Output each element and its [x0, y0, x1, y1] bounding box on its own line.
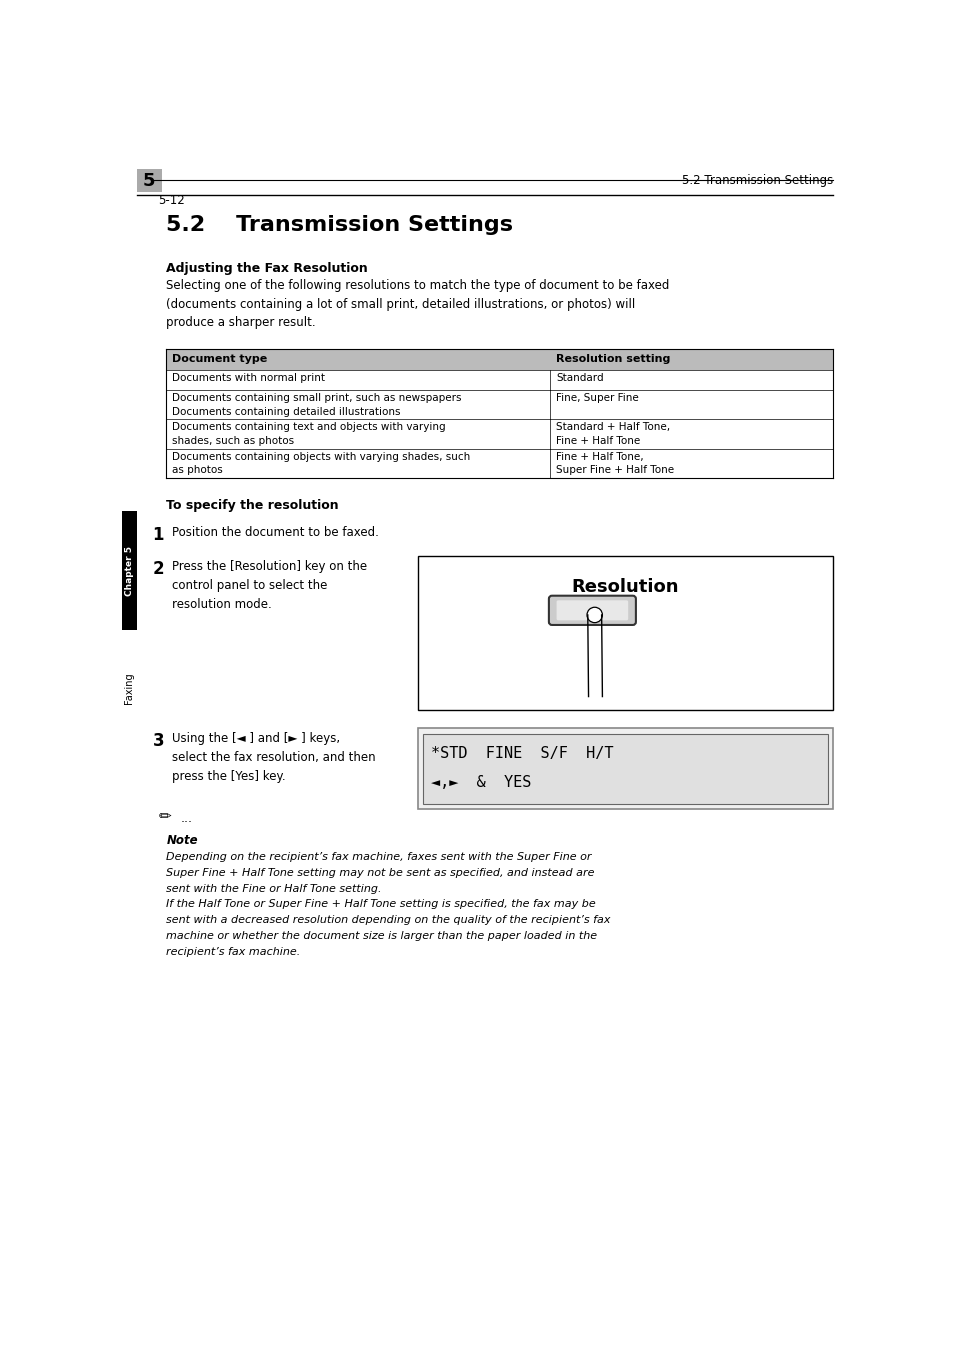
Text: Adjusting the Fax Resolution: Adjusting the Fax Resolution	[166, 262, 368, 276]
Text: Press the [Resolution] key on the
control panel to select the
resolution mode.: Press the [Resolution] key on the contro…	[172, 561, 367, 611]
Text: Resolution setting: Resolution setting	[556, 354, 670, 364]
Text: ◄,►  &  YES: ◄,► & YES	[431, 775, 531, 790]
Text: Super Fine + Half Tone setting may not be sent as specified, and instead are: Super Fine + Half Tone setting may not b…	[166, 868, 594, 877]
Text: ...: ...	[180, 812, 192, 826]
Bar	[417, 557, 832, 710]
Text: *STD  FINE  S/F  H/T: *STD FINE S/F H/T	[431, 746, 613, 760]
Bar	[423, 733, 827, 804]
Text: 5: 5	[143, 171, 155, 190]
Bar	[137, 170, 161, 193]
Text: Resolution: Resolution	[571, 579, 679, 596]
Text: Selecting one of the following resolutions to match the type of document to be f: Selecting one of the following resolutio…	[166, 280, 669, 329]
FancyBboxPatch shape	[548, 596, 636, 625]
Text: To specify the resolution: To specify the resolution	[166, 500, 338, 512]
Bar	[121, 511, 137, 630]
Bar	[166, 349, 832, 371]
Text: 2: 2	[152, 561, 164, 579]
Text: Document type: Document type	[172, 354, 268, 364]
Text: sent with the Fine or Half Tone setting.: sent with the Fine or Half Tone setting.	[166, 884, 381, 894]
Text: Standard: Standard	[556, 373, 603, 383]
Text: 1: 1	[152, 527, 164, 545]
Text: Position the document to be faxed.: Position the document to be faxed.	[172, 527, 379, 539]
Text: If the Half Tone or Super Fine + Half Tone setting is specified, the fax may be: If the Half Tone or Super Fine + Half To…	[166, 899, 596, 910]
Text: Documents containing objects with varying shades, such
as photos: Documents containing objects with varyin…	[172, 452, 470, 475]
Text: Faxing: Faxing	[124, 672, 134, 703]
Text: Documents containing text and objects with varying
shades, such as photos: Documents containing text and objects wi…	[172, 422, 446, 445]
Text: 5.2 Transmission Settings: 5.2 Transmission Settings	[681, 174, 832, 187]
Text: machine or whether the document size is larger than the paper loaded in the: machine or whether the document size is …	[166, 932, 597, 941]
Ellipse shape	[586, 607, 601, 623]
Bar	[121, 638, 137, 739]
Text: Fine + Half Tone,
Super Fine + Half Tone: Fine + Half Tone, Super Fine + Half Tone	[556, 452, 674, 475]
Text: Fine, Super Fine: Fine, Super Fine	[556, 394, 638, 403]
Text: Using the [◄ ] and [► ] keys,
select the fax resolution, and then
press the [Yes: Using the [◄ ] and [► ] keys, select the…	[172, 732, 375, 784]
Text: Note: Note	[166, 834, 197, 846]
Text: 5.2    Transmission Settings: 5.2 Transmission Settings	[166, 215, 513, 235]
FancyBboxPatch shape	[556, 600, 627, 621]
Text: Documents containing small print, such as newspapers
Documents containing detail: Documents containing small print, such a…	[172, 394, 461, 417]
Text: recipient’s fax machine.: recipient’s fax machine.	[166, 947, 300, 957]
Text: ✏: ✏	[158, 809, 172, 824]
Bar	[417, 728, 832, 809]
Text: 5-12: 5-12	[158, 194, 185, 206]
Text: Standard + Half Tone,
Fine + Half Tone: Standard + Half Tone, Fine + Half Tone	[556, 422, 669, 445]
Text: Depending on the recipient’s fax machine, faxes sent with the Super Fine or: Depending on the recipient’s fax machine…	[166, 851, 591, 862]
Text: sent with a decreased resolution depending on the quality of the recipient’s fax: sent with a decreased resolution dependi…	[166, 915, 610, 925]
Text: 3: 3	[152, 732, 164, 750]
Text: Documents with normal print: Documents with normal print	[172, 373, 325, 383]
Text: Chapter 5: Chapter 5	[125, 546, 133, 596]
